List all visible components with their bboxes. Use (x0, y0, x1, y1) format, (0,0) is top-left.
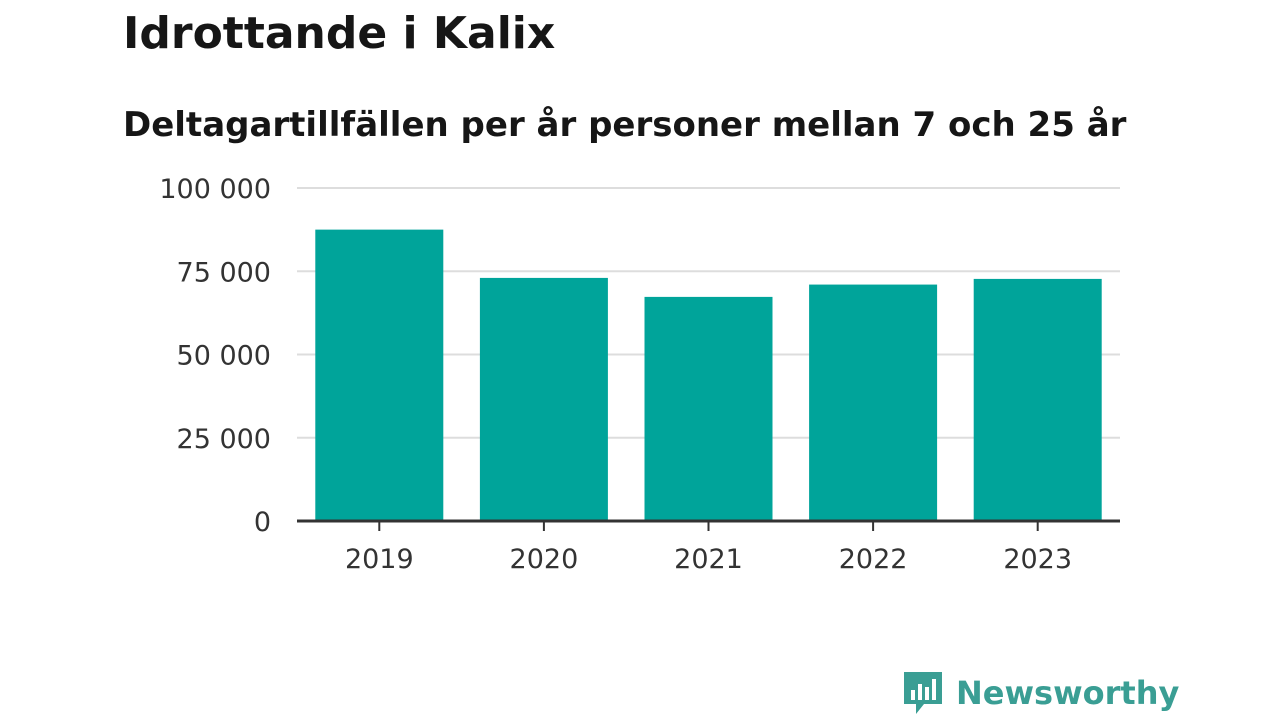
y-tick-label: 50 000 (177, 341, 271, 372)
bars (315, 229, 1102, 521)
y-tick-label: 100 000 (159, 174, 271, 205)
bar-2020 (479, 277, 608, 521)
newsworthy-brand: Newsworthy (902, 670, 1179, 716)
x-tick-label: 2019 (345, 544, 414, 575)
x-tick-label: 2023 (1003, 544, 1072, 575)
bar-2023 (973, 278, 1102, 521)
x-tick-label: 2021 (674, 544, 743, 575)
bar-2019 (315, 229, 444, 521)
brand-name: Newsworthy (956, 674, 1180, 712)
bar-chart-speech-bubble-icon (904, 672, 942, 714)
chart-subtitle: Deltagartillfällen per år personer mella… (123, 105, 1127, 145)
x-tick-label: 2020 (510, 544, 579, 575)
bar-2022 (809, 284, 938, 521)
x-tick-label: 2022 (839, 544, 908, 575)
y-tick-label: 0 (254, 507, 271, 538)
y-tick-label: 25 000 (177, 424, 271, 455)
chart-title: Idrottande i Kalix (123, 8, 556, 59)
axes (297, 519, 1120, 531)
bar-chart: 0 25 000 50 000 75 000 100 000 2019 2020 2021 20… (159, 174, 1120, 575)
bar-2021 (644, 296, 773, 521)
tick-labels: 0 25 000 50 000 75 000 100 000 2019 2020 2021 20… (159, 174, 1072, 575)
y-tick-label: 75 000 (177, 257, 271, 288)
